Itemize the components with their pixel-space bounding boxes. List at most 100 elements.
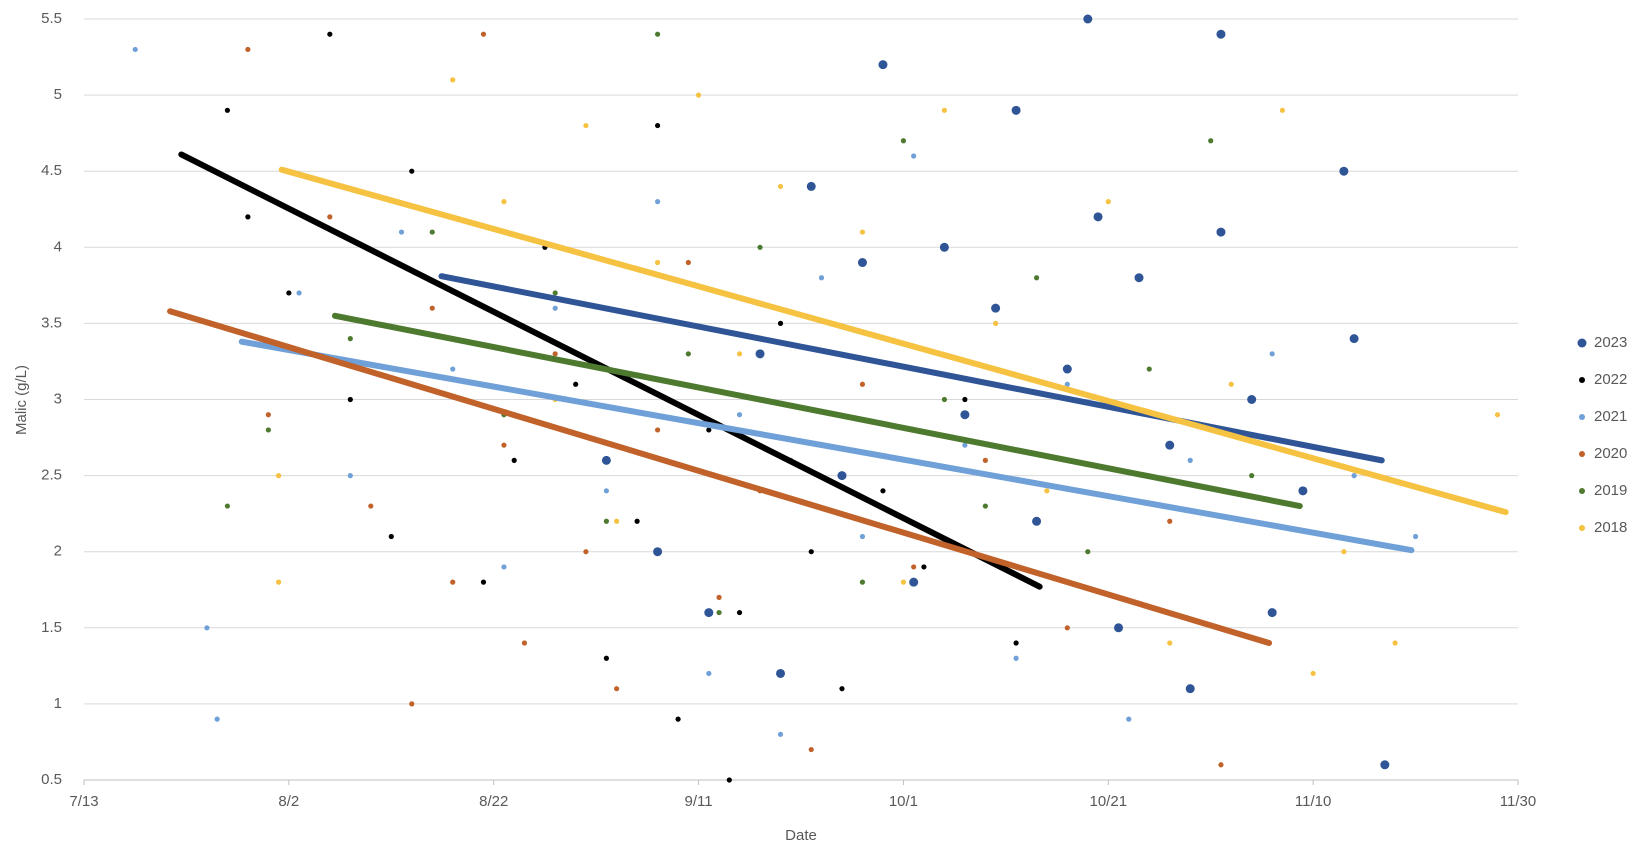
point <box>224 107 230 113</box>
point <box>1208 138 1214 144</box>
point <box>552 351 558 357</box>
point <box>1114 623 1124 633</box>
point <box>993 320 999 326</box>
point <box>552 305 558 311</box>
y-tick-label: 2.5 <box>41 467 62 484</box>
point <box>450 579 456 585</box>
x-tick-label: 8/2 <box>278 793 299 810</box>
legend-label: 2021 <box>1594 408 1627 425</box>
point <box>911 564 917 570</box>
point <box>685 259 691 266</box>
point <box>655 122 661 129</box>
y-tick-label: 3.5 <box>41 314 62 331</box>
point <box>736 609 743 616</box>
point <box>132 46 138 53</box>
point <box>1216 29 1226 39</box>
point <box>409 701 415 707</box>
point <box>1033 275 1040 281</box>
legend-label: 2020 <box>1594 445 1627 462</box>
point <box>776 668 786 678</box>
point <box>1216 227 1226 237</box>
point <box>265 427 271 433</box>
point <box>388 533 394 540</box>
point <box>583 549 589 555</box>
point <box>1279 107 1286 113</box>
point <box>429 305 435 311</box>
point <box>614 686 620 692</box>
y-axis-label: Malic (g/L) <box>13 365 30 435</box>
point <box>265 412 271 418</box>
point <box>1044 488 1050 494</box>
point <box>837 471 847 481</box>
point <box>583 122 589 129</box>
point <box>501 442 507 448</box>
legend-marker <box>1579 451 1585 457</box>
x-tick-label: 11/10 <box>1295 793 1331 810</box>
x-tick-label: 10/1 <box>889 793 918 810</box>
x-tick-label: 7/13 <box>69 793 98 810</box>
point <box>1412 533 1419 540</box>
point <box>1228 381 1234 387</box>
x-tick-label: 11/30 <box>1500 793 1536 810</box>
point <box>655 427 661 433</box>
y-tick-label: 5 <box>54 86 62 103</box>
point <box>655 259 661 266</box>
point <box>982 503 988 509</box>
point <box>1064 625 1070 631</box>
point <box>1218 762 1224 768</box>
point <box>939 242 949 252</box>
legend-marker <box>1579 414 1585 420</box>
point <box>1083 14 1093 24</box>
legend-marker <box>1579 525 1585 531</box>
point <box>296 290 302 296</box>
point <box>501 564 507 570</box>
point <box>1167 640 1173 646</box>
x-tick-label: 9/11 <box>685 793 713 810</box>
point <box>1380 760 1390 770</box>
point <box>1392 640 1398 646</box>
point <box>245 46 251 53</box>
point <box>634 518 640 524</box>
point <box>603 655 609 661</box>
point <box>706 427 712 433</box>
trendline <box>167 308 1273 647</box>
point <box>695 92 702 98</box>
legend-label: 2022 <box>1594 371 1627 388</box>
point <box>1062 364 1072 374</box>
point <box>276 579 282 585</box>
point <box>368 503 374 509</box>
x-axis-label: Date <box>785 827 817 844</box>
point <box>1247 395 1257 404</box>
y-tick-label: 4.5 <box>41 162 62 179</box>
point <box>573 381 579 387</box>
point <box>857 258 867 268</box>
point <box>859 229 866 235</box>
point <box>755 349 765 359</box>
point <box>859 533 866 540</box>
point <box>521 640 528 646</box>
point <box>276 473 282 479</box>
point <box>941 107 948 113</box>
point <box>655 31 661 37</box>
point <box>716 609 722 616</box>
point <box>777 320 784 326</box>
point <box>1013 655 1019 661</box>
point <box>991 303 1001 313</box>
point <box>941 396 948 403</box>
point <box>921 564 927 570</box>
point <box>1032 516 1042 526</box>
legend-marker <box>1579 488 1585 494</box>
point <box>1269 351 1275 357</box>
point <box>1310 670 1316 677</box>
point <box>777 731 784 737</box>
point <box>603 488 609 494</box>
point <box>806 181 816 191</box>
legend-label: 2019 <box>1594 482 1627 499</box>
point <box>1185 684 1195 694</box>
legend-marker <box>1577 338 1587 348</box>
point <box>1341 549 1347 555</box>
point <box>777 183 784 190</box>
point <box>1494 412 1501 418</box>
point <box>675 716 681 722</box>
